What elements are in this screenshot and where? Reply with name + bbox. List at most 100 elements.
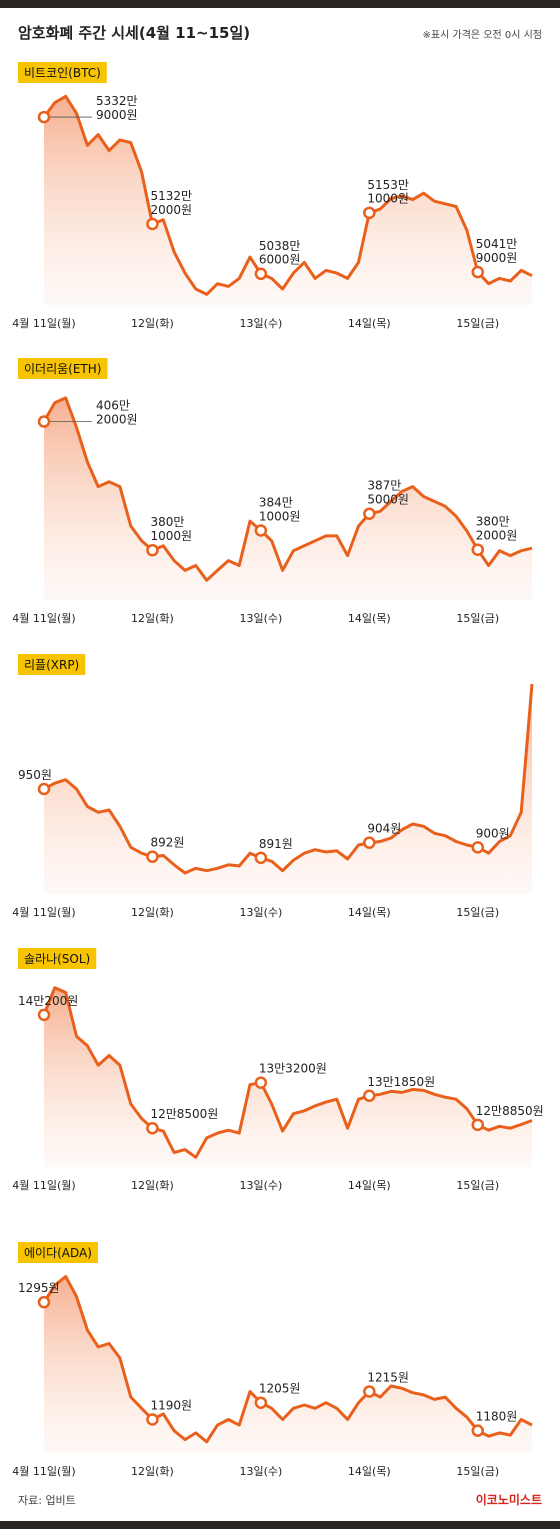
value-label: 384만 1000원 (259, 495, 301, 523)
value-label: 380만 1000원 (150, 515, 192, 543)
chart-title-box (18, 62, 107, 83)
price-line (42, 1275, 533, 1444)
value-label: 1295원 (18, 1281, 60, 1295)
x-tick-label: 14일(목) (348, 316, 391, 330)
value-label: 1215원 (367, 1371, 409, 1385)
x-tick-label: 13일(수) (239, 316, 282, 330)
point-marker (37, 1008, 51, 1022)
title: 암호화폐 주간 시세(4월 11~15일) (18, 24, 250, 42)
value-label: 5132만 2000원 (150, 189, 192, 217)
value-label: 14만200원 (18, 994, 78, 1008)
point-marker (471, 1424, 485, 1437)
x-tick-label: 13일(수) (239, 611, 282, 625)
x-tick-label: 13일(수) (239, 1178, 282, 1192)
x-tick-label: 4월 11일(월) (12, 1178, 75, 1192)
x-tick-label: 15일(금) (456, 1178, 499, 1192)
chart-title: 리플(XRP) (24, 658, 79, 672)
x-tick-label: 15일(금) (456, 316, 499, 330)
bottom-bar (0, 1521, 560, 1529)
point-marker (254, 851, 268, 865)
point-marker (146, 1121, 159, 1135)
x-tick-label: 13일(수) (239, 1464, 282, 1478)
value-label: 950원 (18, 768, 52, 782)
chart-title-box (18, 654, 86, 675)
x-tick-label: 12일(화) (131, 905, 174, 919)
value-label: 892원 (150, 836, 184, 850)
chart-title-box (18, 948, 97, 969)
point-marker (363, 836, 376, 849)
value-label: 387만 5000원 (367, 479, 409, 507)
x-tick-label: 14일(목) (348, 1178, 391, 1192)
value-label: 13만1850원 (367, 1075, 435, 1089)
point-marker (146, 850, 159, 863)
value-label: 5038만 6000원 (259, 239, 301, 267)
chart-title: 비트코인(BTC) (24, 66, 101, 80)
x-tick-label: 4월 11일(월) (12, 905, 75, 919)
point-marker (37, 782, 51, 796)
x-tick-label: 4월 11일(월) (12, 611, 75, 625)
point-marker (254, 1076, 268, 1089)
point-marker (471, 543, 485, 556)
price-line (42, 986, 533, 1159)
point-marker (363, 206, 376, 220)
point-marker (254, 267, 268, 281)
x-tick-label: 12일(화) (131, 1464, 174, 1478)
chart-title-box (18, 358, 108, 379)
value-label: 12만8850원 (476, 1104, 544, 1118)
value-label: 1205원 (259, 1382, 301, 1396)
chart-title: 에이다(ADA) (24, 1246, 92, 1260)
value-label: 406만 2000원 (96, 399, 138, 427)
x-tick-label: 15일(금) (456, 905, 499, 919)
value-label: 1190원 (150, 1398, 192, 1412)
x-tick-label: 14일(목) (348, 1464, 391, 1478)
price-line (43, 683, 534, 875)
x-tick-label: 15일(금) (456, 1464, 499, 1478)
top-bar (0, 0, 560, 8)
point-marker (37, 1295, 51, 1309)
x-tick-label: 13일(수) (239, 905, 282, 919)
point-marker (146, 543, 159, 557)
value-label: 1180원 (476, 1410, 518, 1424)
x-tick-label: 12일(화) (131, 316, 174, 330)
value-label: 900원 (476, 826, 510, 840)
point-marker (37, 415, 51, 428)
chart-title: 솔라나(SOL) (24, 952, 90, 966)
value-label: 5041만 9000원 (476, 237, 518, 265)
point-marker (254, 524, 268, 537)
x-tick-label: 15일(금) (456, 611, 499, 625)
point-marker (146, 217, 159, 231)
logo: 이코노미스트 (476, 1492, 542, 1507)
point-marker (471, 265, 485, 279)
value-label: 13만3200원 (259, 1062, 327, 1076)
value-label: 891원 (259, 837, 293, 851)
x-tick-label: 4월 11일(월) (12, 1464, 75, 1478)
point-marker (363, 507, 376, 520)
area (44, 684, 532, 894)
area (44, 1276, 532, 1453)
point-marker (254, 1396, 268, 1409)
x-tick-label: 12일(화) (131, 1178, 174, 1192)
note: ※표시 가격은 오전 0시 시점 (423, 28, 542, 41)
point-marker (471, 841, 485, 854)
price-line (42, 396, 533, 582)
point-marker (471, 1118, 485, 1132)
x-tick-label: 4월 11일(월) (12, 316, 75, 330)
point-marker (37, 110, 51, 124)
x-tick-label: 14일(목) (348, 611, 391, 625)
source: 자료: 업비트 (18, 1494, 76, 1507)
point-marker (363, 1385, 376, 1398)
point-marker (363, 1089, 376, 1103)
point-marker (146, 1413, 159, 1426)
value-label: 5332만 9000원 (96, 94, 138, 122)
price-line (42, 94, 533, 296)
value-label: 12만8500원 (150, 1107, 218, 1121)
x-tick-label: 14일(목) (348, 905, 391, 919)
value-label: 904원 (367, 822, 401, 836)
x-tick-label: 12일(화) (131, 611, 174, 625)
value-label: 380만 2000원 (476, 515, 518, 543)
area (44, 987, 532, 1167)
value-label: 5153만 1000원 (367, 178, 409, 206)
area (44, 397, 532, 600)
